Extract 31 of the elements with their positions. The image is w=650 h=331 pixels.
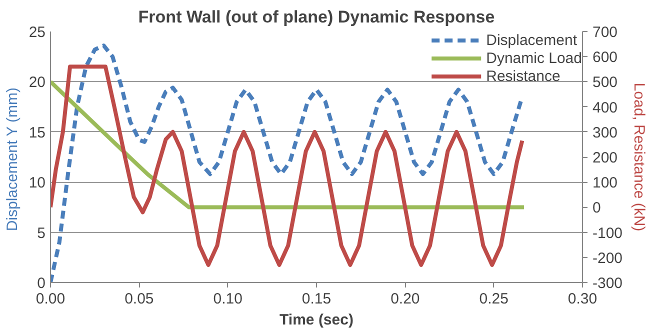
x-tick-label: 0.25 [479, 290, 508, 308]
x-tick-label: 0.10 [213, 290, 242, 308]
x-tick-label: 0.05 [124, 290, 154, 308]
y2-tick-label: 600 [592, 49, 618, 66]
y2-axis-title: Load, Resistance (kN) [630, 82, 648, 232]
y2-tick-label: 200 [592, 150, 618, 166]
x-tick-label: 0.20 [390, 290, 420, 308]
y-tick-label: 5 [37, 224, 46, 242]
y-tick-label: 10 [28, 174, 46, 192]
legend-label: Resistance [486, 67, 560, 85]
y2-tick-label: -300 [592, 275, 623, 292]
x-tick-label: 0.00 [36, 290, 66, 308]
y2-tick-label: 100 [592, 174, 618, 192]
y-axis-title: Displacement Y (mm) [4, 88, 21, 232]
x-axis-title: Time (sec) [280, 312, 354, 328]
y2-tick-label: 400 [592, 99, 618, 116]
y-tick-label: 15 [28, 124, 46, 142]
chart-title: Front Wall (out of plane) Dynamic Response [138, 8, 495, 26]
y-tick-label: 0 [37, 275, 46, 292]
y2-tick-label: 500 [592, 74, 618, 92]
x-tick-label: 0.30 [568, 290, 598, 308]
y2-tick-label: 0 [592, 200, 601, 217]
x-tick-label: 0.15 [302, 290, 332, 308]
y2-tick-label: -200 [592, 250, 623, 267]
y2-tick-label: 300 [592, 124, 618, 142]
legend-label: Displacement [486, 31, 577, 49]
y-tick-label: 25 [28, 24, 46, 41]
y2-tick-label: 700 [592, 24, 618, 41]
y-tick-label: 20 [28, 74, 46, 92]
y2-tick-label: -100 [592, 224, 623, 242]
legend-label: Dynamic Load [486, 49, 582, 67]
